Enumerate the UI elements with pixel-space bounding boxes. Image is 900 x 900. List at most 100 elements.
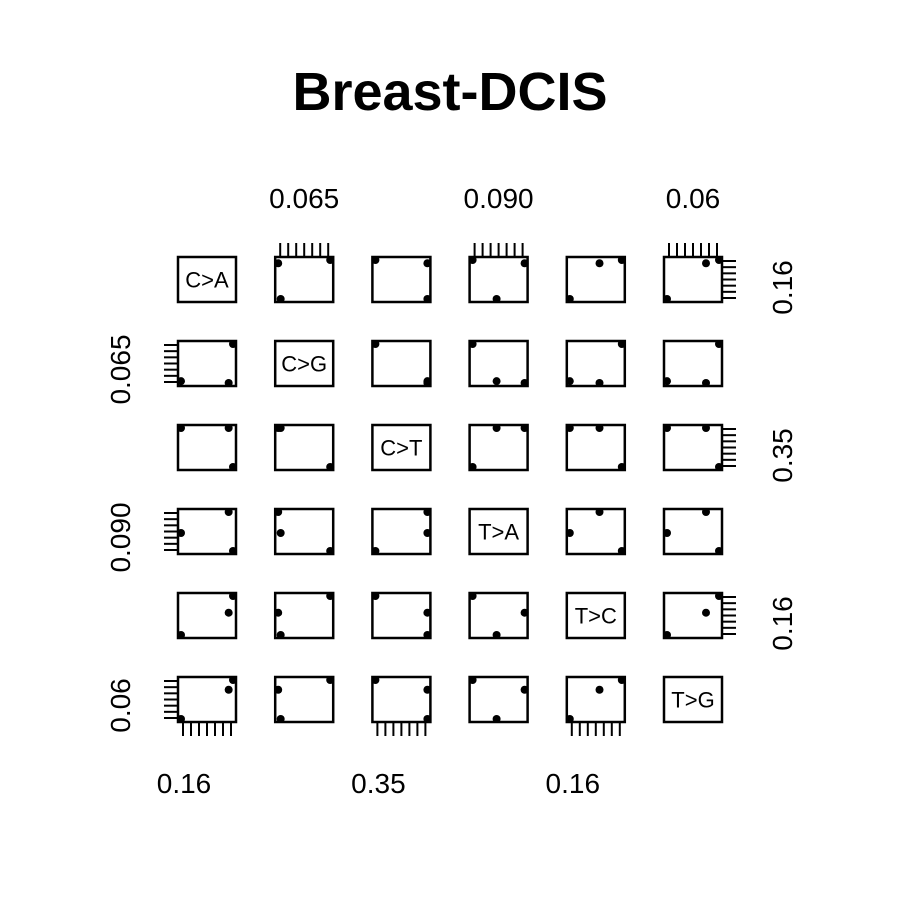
panel-frame (662, 339, 724, 388)
data-point (565, 715, 574, 723)
panel-frame (371, 339, 432, 388)
data-point (520, 685, 529, 694)
panel-frame (565, 591, 627, 640)
data-point (520, 379, 529, 387)
data-point (276, 529, 285, 537)
panel-frame (273, 591, 335, 640)
data-point (276, 631, 285, 639)
data-point (565, 424, 574, 432)
data-point (520, 259, 529, 268)
data-point (702, 508, 710, 516)
variable-label: C>A (185, 268, 229, 293)
panel-frame (662, 675, 724, 724)
data-point (492, 295, 501, 303)
panel-frame (565, 675, 627, 724)
data-point (177, 424, 185, 432)
data-point (715, 547, 723, 555)
panel-frame (468, 423, 529, 472)
panel-frame (371, 591, 432, 640)
right-tick-label: 0.16 (767, 596, 798, 651)
variable-label: C>T (380, 436, 422, 461)
data-point (274, 259, 283, 268)
bottom-tick-label: 0.35 (351, 768, 406, 799)
panel-frame (468, 675, 529, 724)
data-point (663, 377, 671, 386)
data-point (468, 676, 477, 684)
data-point (715, 340, 723, 348)
data-point (663, 295, 671, 303)
data-point (520, 424, 529, 432)
data-point (274, 608, 283, 617)
panel-frame (662, 591, 724, 640)
panel-frame (565, 423, 627, 472)
data-point (663, 424, 671, 432)
data-point (229, 676, 237, 684)
data-point (326, 676, 335, 684)
data-point (177, 377, 185, 386)
data-point (492, 631, 501, 639)
data-point (595, 685, 604, 694)
data-point (229, 340, 237, 348)
data-point (423, 685, 432, 694)
data-point (371, 592, 380, 600)
data-point (565, 529, 574, 537)
panel-frame (371, 675, 432, 724)
data-point (715, 463, 723, 471)
data-point (274, 424, 283, 432)
data-point (371, 256, 380, 264)
left-tick-label: 0.090 (105, 502, 136, 572)
panel-frame (468, 591, 529, 640)
panel-frame (273, 339, 335, 388)
data-point (371, 676, 380, 684)
data-point (595, 508, 604, 516)
data-point (702, 379, 710, 387)
variable-label: C>G (281, 352, 327, 377)
data-point (595, 379, 604, 387)
data-point (229, 547, 237, 555)
data-point (565, 295, 574, 303)
data-point (468, 256, 477, 264)
panel-frame (176, 675, 238, 724)
data-point (663, 631, 671, 639)
data-point (224, 379, 233, 387)
panel-frame (468, 255, 529, 304)
panel-frame (273, 255, 335, 304)
top-tick-label: 0.065 (269, 183, 339, 214)
data-point (326, 463, 335, 471)
chart-title: Breast-DCIS (292, 62, 607, 122)
data-point (224, 685, 233, 694)
data-point (492, 377, 501, 386)
data-point (715, 592, 723, 600)
panel-frame (273, 675, 335, 724)
panel-frame (273, 507, 335, 556)
top-tick-label: 0.06 (666, 183, 721, 214)
data-point (617, 676, 626, 684)
data-point (224, 508, 233, 516)
data-point (617, 256, 626, 264)
data-point (371, 547, 380, 555)
data-point (177, 631, 185, 639)
data-point (617, 547, 626, 555)
data-point (715, 256, 723, 264)
panel-frame (468, 507, 529, 556)
data-point (229, 592, 237, 600)
data-point (276, 715, 285, 723)
data-point (274, 508, 283, 516)
panel-frame (273, 423, 335, 472)
panel-frame (662, 507, 724, 556)
data-point (423, 608, 432, 617)
data-point (423, 715, 432, 723)
data-point (468, 592, 477, 600)
data-point (617, 463, 626, 471)
panel-frame (565, 339, 627, 388)
data-point (565, 377, 574, 386)
data-point (229, 463, 237, 471)
data-point (492, 424, 501, 432)
data-point (702, 259, 710, 268)
data-point (276, 295, 285, 303)
data-point (326, 547, 335, 555)
data-point (595, 424, 604, 432)
data-point (663, 529, 671, 537)
data-point (423, 631, 432, 639)
